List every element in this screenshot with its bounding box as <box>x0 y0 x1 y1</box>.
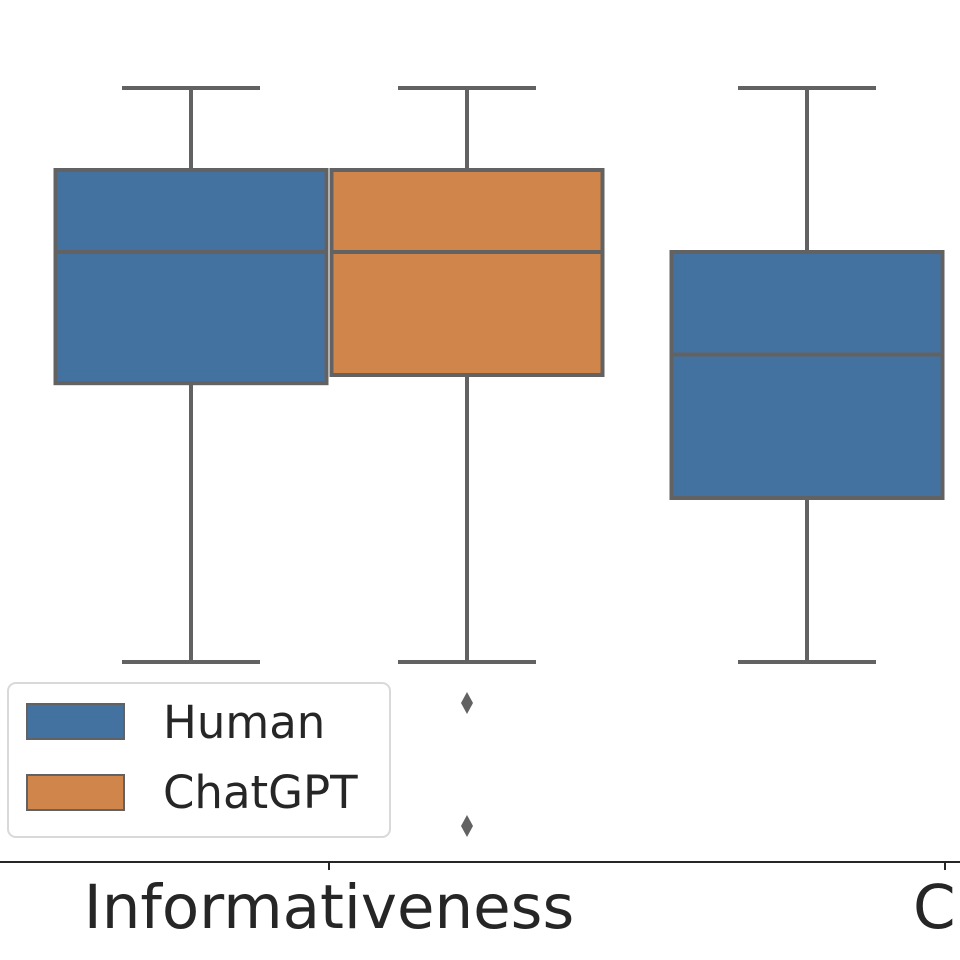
x-tick-label-informativeness: Informativeness <box>84 872 575 943</box>
outlier-chatgpt-informativeness-1 <box>461 815 473 837</box>
legend-swatch-human <box>26 703 125 740</box>
legend: Human ChatGPT <box>7 682 391 838</box>
legend-label-chatgpt: ChatGPT <box>163 766 358 819</box>
legend-swatch-chatgpt <box>26 774 125 811</box>
outlier-chatgpt-informativeness-0 <box>461 692 473 714</box>
x-tick-label-c: C <box>913 872 956 943</box>
box-human-c <box>669 250 945 500</box>
legend-label-human: Human <box>163 696 325 749</box>
boxes-layer <box>53 86 945 837</box>
box-human-informativeness <box>53 168 329 386</box>
box-chatgpt-informativeness <box>329 168 605 377</box>
